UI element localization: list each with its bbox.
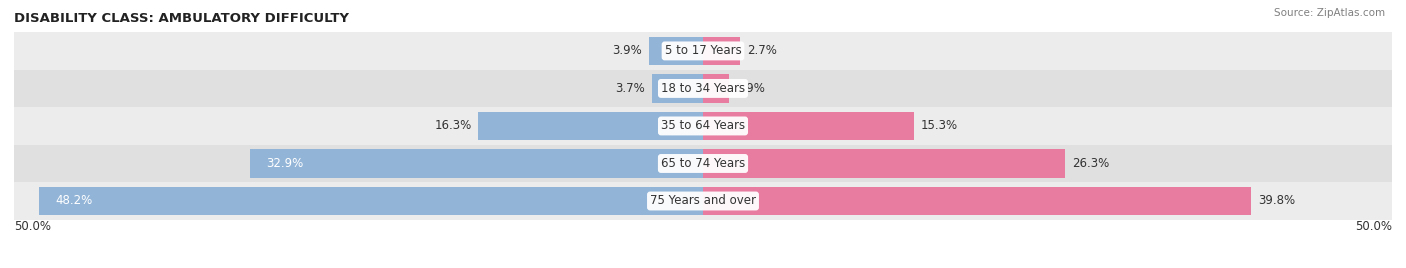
Text: 50.0%: 50.0% [1355, 220, 1392, 233]
Text: 35 to 64 Years: 35 to 64 Years [661, 120, 745, 132]
Bar [39, 187, 703, 215]
Text: 50.0%: 50.0% [14, 220, 51, 233]
Text: 3.7%: 3.7% [616, 82, 645, 95]
Text: 16.3%: 16.3% [434, 120, 471, 132]
Text: 48.2%: 48.2% [55, 195, 93, 207]
Bar [703, 75, 730, 102]
Text: 75 Years and over: 75 Years and over [650, 195, 756, 207]
Text: DISABILITY CLASS: AMBULATORY DIFFICULTY: DISABILITY CLASS: AMBULATORY DIFFICULTY [14, 12, 349, 25]
Text: 26.3%: 26.3% [1073, 157, 1109, 170]
Bar [650, 37, 703, 65]
Bar [14, 145, 1392, 182]
Text: 18 to 34 Years: 18 to 34 Years [661, 82, 745, 95]
Text: 39.8%: 39.8% [1258, 195, 1295, 207]
Bar [250, 150, 703, 177]
Bar [703, 187, 1251, 215]
Bar [703, 112, 914, 140]
Text: 32.9%: 32.9% [266, 157, 304, 170]
Bar [652, 75, 703, 102]
Text: 65 to 74 Years: 65 to 74 Years [661, 157, 745, 170]
Bar [14, 107, 1392, 145]
Bar [14, 182, 1392, 220]
Bar [478, 112, 703, 140]
Text: 3.9%: 3.9% [613, 44, 643, 57]
Bar [14, 32, 1392, 70]
Bar [703, 150, 1066, 177]
Bar [14, 70, 1392, 107]
Text: 2.7%: 2.7% [747, 44, 778, 57]
Bar [703, 37, 740, 65]
Text: Source: ZipAtlas.com: Source: ZipAtlas.com [1274, 8, 1385, 18]
Text: 5 to 17 Years: 5 to 17 Years [665, 44, 741, 57]
Text: 15.3%: 15.3% [921, 120, 957, 132]
Text: 1.9%: 1.9% [737, 82, 766, 95]
